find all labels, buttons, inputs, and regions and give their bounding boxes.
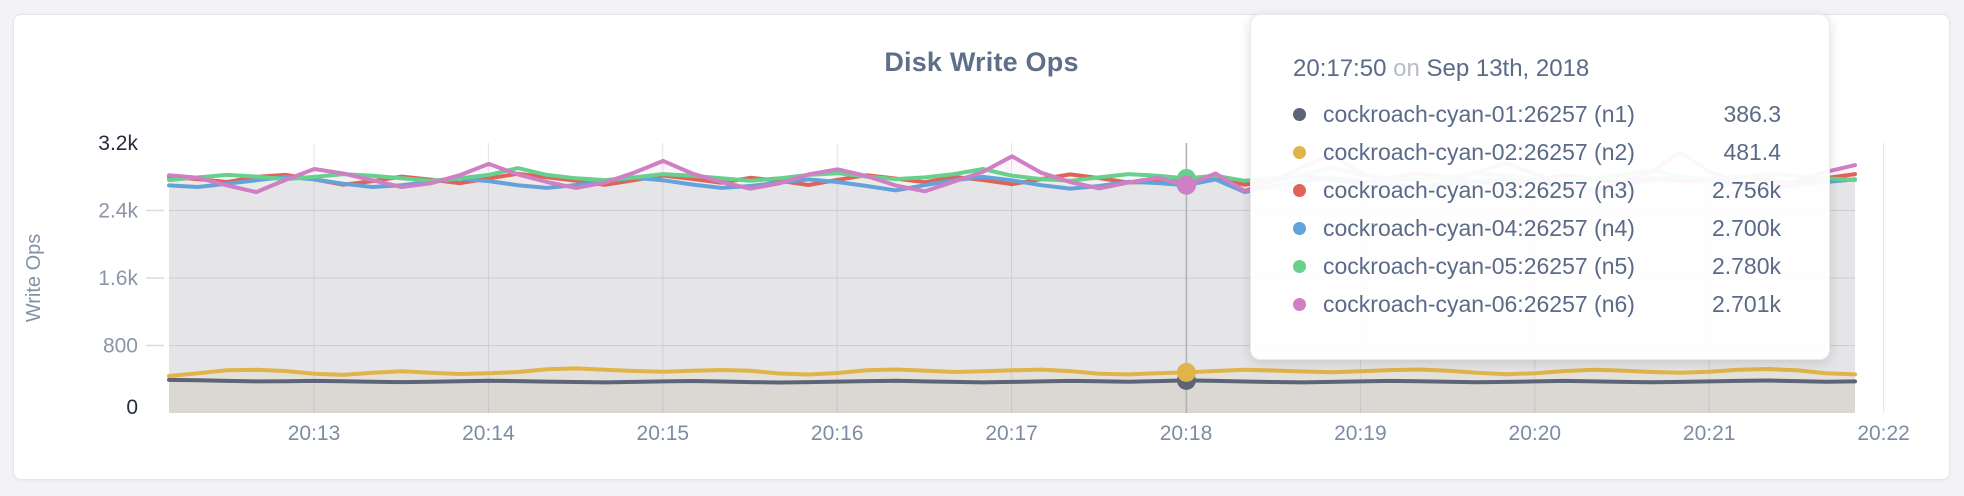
x-tick-label: 20:21 [1683,422,1736,445]
tooltip-row: cockroach-cyan-02:26257 (n2) 481.4 [1293,133,1781,171]
chart-title: Disk Write Ops [884,47,1079,77]
x-tick-label: 20:17 [985,422,1038,445]
series-dot-icon [1293,183,1306,197]
tooltip-rows: cockroach-cyan-01:26257 (n1) 386.3 cockroa… [1293,95,1781,323]
tooltip-row: cockroach-cyan-04:26257 (n4) 2.700k [1293,209,1781,247]
tooltip-row: cockroach-cyan-03:26257 (n3) 2.756k [1293,171,1781,209]
tooltip-time: 20:17:50 [1293,55,1387,82]
tooltip-series-value: 2.780k [1711,252,1781,279]
y-tick-label: 3.2k [98,132,138,155]
x-tick-label: 20:13 [288,422,341,445]
series-dot-icon [1293,297,1306,311]
y-tick-label: 2.4k [98,200,138,223]
series-dot-icon [1293,145,1306,159]
tooltip-series-name: cockroach-cyan-04:26257 (n4) [1323,214,1635,241]
x-tick-label: 20:18 [1160,422,1213,445]
tooltip-conjunction: on [1393,55,1420,82]
tooltip-series-name: cockroach-cyan-02:26257 (n2) [1323,138,1635,165]
x-tick-label: 20:20 [1509,422,1562,445]
tooltip-header: 20:17:50 on Sep 13th, 2018 [1293,55,1781,83]
tooltip-series-value: 2.700k [1711,214,1781,241]
tooltip-series-value: 386.3 [1723,100,1781,127]
hover-dot [1176,175,1196,195]
series-line [167,377,1857,385]
tooltip-series-value: 481.4 [1723,138,1781,165]
series-area [169,379,1855,413]
tooltip-series-value: 2.701k [1711,290,1781,317]
tooltip-series-value: 2.756k [1711,176,1781,203]
tooltip-series-name: cockroach-cyan-03:26257 (n3) [1323,176,1635,203]
x-tick-label: 20:15 [637,422,690,445]
tooltip-series-name: cockroach-cyan-05:26257 (n5) [1323,252,1635,279]
x-tick-label: 20:16 [811,422,864,445]
tooltip-row: cockroach-cyan-05:26257 (n5) 2.780k [1293,247,1781,285]
x-tick-label: 20:22 [1857,422,1910,445]
tooltip-row: cockroach-cyan-06:26257 (n6) 2.701k [1293,285,1781,323]
series-dot-icon [1293,221,1306,235]
series-line [167,366,1857,378]
y-tick-label: 0 [126,396,138,419]
hover-dot [1176,362,1196,382]
y-tick-label: 1.6k [98,267,138,290]
y-axis-label: Write Ops [23,234,45,323]
tooltip-series-name: cockroach-cyan-01:26257 (n1) [1323,100,1635,127]
tooltip-date: Sep 13th, 2018 [1426,55,1590,82]
series-dot-icon [1293,259,1306,273]
tooltip-row: cockroach-cyan-01:26257 (n1) 386.3 [1293,95,1781,133]
y-tick-label: 800 [103,335,138,358]
chart-tooltip: 20:17:50 on Sep 13th, 2018 cockroach-cya… [1250,14,1830,360]
series-dot-icon [1293,107,1306,121]
x-tick-label: 20:14 [462,422,515,445]
tooltip-series-name: cockroach-cyan-06:26257 (n6) [1323,290,1635,317]
x-tick-label: 20:19 [1334,422,1387,445]
